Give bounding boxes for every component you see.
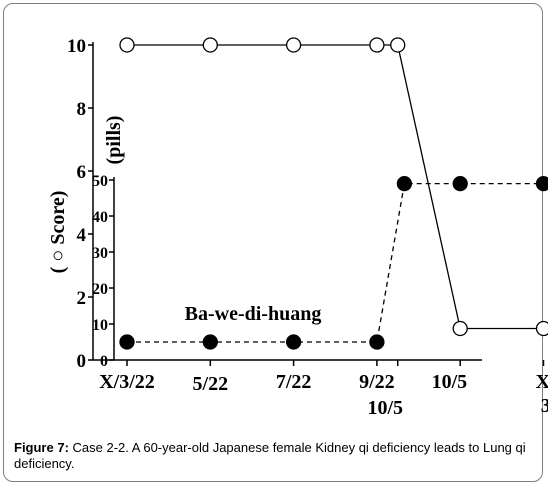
filled-point-2 <box>285 334 302 350</box>
x-tick-label: 10/5 <box>367 397 403 419</box>
pills-tick-label-0: 0 <box>100 353 108 370</box>
pills-tick-label-10: 10 <box>92 317 108 334</box>
line-chart: 0 2 4 6 8 10 0 10 20 30 40 50 X/3/22 5/22 7/22 9/22 10/5… <box>47 36 548 419</box>
x-tick-label: 3/4 <box>541 395 548 417</box>
x-tick-label: 5/22 <box>193 373 229 395</box>
x-tick-label: 9/22 <box>359 371 395 393</box>
filled-point-0 <box>119 334 135 350</box>
y-axis-title-pills: (pills) <box>103 116 125 165</box>
filled-point-5 <box>452 175 468 192</box>
open-point-5 <box>452 320 468 337</box>
pills-tick-label-50: 50 <box>92 173 108 190</box>
score-tick-label-10: 10 <box>67 36 86 57</box>
score-tick-label-0: 0 <box>77 351 87 372</box>
caption-text: Case 2-2. A 60-year-old Japanese female … <box>14 440 526 471</box>
open-point-3 <box>369 37 385 53</box>
annotation-ba-we-di-huang: Ba-we-di-huang <box>185 303 322 325</box>
x-tick-label: 10/5 <box>432 371 468 393</box>
open-point-1 <box>202 37 218 53</box>
series-line-open-circle <box>127 44 544 330</box>
filled-point-4 <box>396 175 413 192</box>
score-tick-label-2: 2 <box>77 288 87 309</box>
open-point-6 <box>535 320 548 337</box>
x-tick-label: 7/22 <box>276 371 312 393</box>
filled-point-1 <box>202 334 218 350</box>
pills-tick-label-30: 30 <box>92 245 108 262</box>
filled-point-6 <box>535 175 548 192</box>
y-axis-title-score: ( ○ Score) <box>47 191 69 274</box>
figure-caption: Figure 7: Case 2-2. A 60-year-old Japane… <box>14 440 539 472</box>
pills-tick-label-20: 20 <box>92 281 108 298</box>
caption-label: Figure 7: <box>14 440 69 455</box>
score-tick-label-6: 6 <box>77 162 87 183</box>
score-tick-label-8: 8 <box>77 99 87 120</box>
filled-point-3 <box>369 334 385 350</box>
open-point-4 <box>390 37 406 53</box>
x-tick-label: X+1 <box>536 371 548 393</box>
open-point-2 <box>285 37 302 53</box>
score-tick-label-4: 4 <box>77 225 87 246</box>
open-point-0 <box>119 37 135 53</box>
pills-tick-label-40: 40 <box>92 209 108 226</box>
x-tick-label: X/3/22 <box>99 371 155 393</box>
